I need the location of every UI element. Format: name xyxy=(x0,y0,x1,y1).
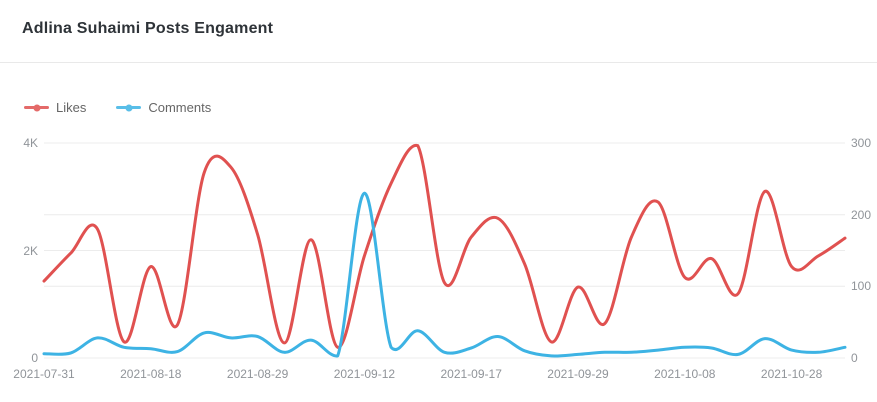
legend-item-comments[interactable]: Comments xyxy=(116,100,211,115)
y-axis-left-tick-label: 4K xyxy=(23,136,38,150)
x-axis-tick-label: 2021-10-08 xyxy=(654,367,716,381)
y-axis-left-tick-label: 0 xyxy=(31,351,38,365)
comments-dot-icon xyxy=(125,104,133,111)
x-axis-tick-label: 2021-07-31 xyxy=(13,367,75,381)
y-axis-right-tick-label: 300 xyxy=(851,136,872,150)
likes-line-series[interactable] xyxy=(42,144,847,349)
x-axis-tick-label: 2021-09-17 xyxy=(440,367,502,381)
comments-line-series[interactable] xyxy=(42,191,847,358)
y-axis-left-tick-label: 2K xyxy=(23,243,38,258)
x-axis-tick-label: 2021-08-18 xyxy=(120,367,182,381)
legend-label-likes: Likes xyxy=(56,100,87,115)
y-axis-right-tick-label: 0 xyxy=(851,351,858,365)
x-axis-tick-label: 2021-08-29 xyxy=(226,367,289,381)
x-axis-tick-label: 2021-09-12 xyxy=(333,367,396,381)
page-title: Adlina Suhaimi Posts Engament xyxy=(22,20,274,37)
chart-legend: Likes Comments xyxy=(24,100,211,115)
x-axis-tick-label: 2021-09-29 xyxy=(547,367,609,381)
y-axis-right-tick-label: 200 xyxy=(851,207,872,222)
y-axis-right-tick-label: 100 xyxy=(851,279,872,294)
likes-line-marker-icon xyxy=(24,104,49,111)
x-axis-tick-label: 2021-10-28 xyxy=(760,367,823,381)
comments-line-marker-icon xyxy=(116,104,142,111)
header-divider xyxy=(0,62,877,63)
likes-dot-icon xyxy=(33,104,40,111)
legend-item-likes[interactable]: Likes xyxy=(24,100,86,115)
legend-label-comments: Comments xyxy=(148,100,212,115)
